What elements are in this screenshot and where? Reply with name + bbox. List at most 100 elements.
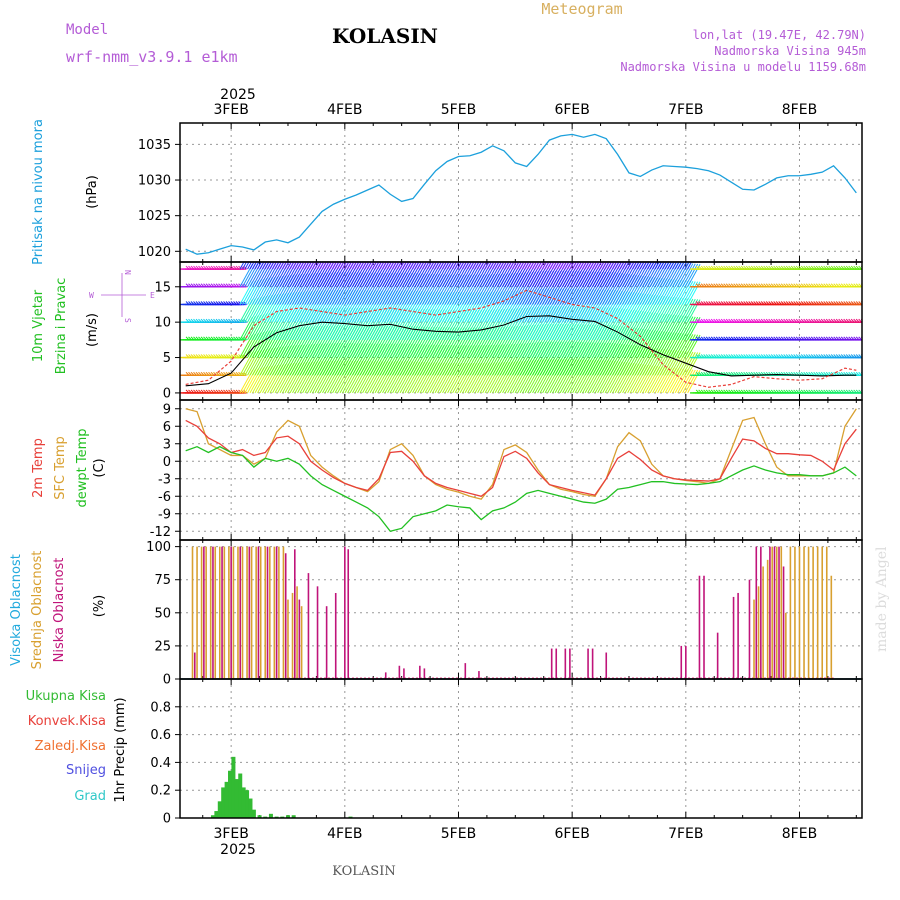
precip-unit: 1hr Precip (mm) bbox=[113, 697, 128, 802]
wind-barb bbox=[417, 262, 432, 288]
wind-barb bbox=[472, 262, 478, 270]
wind-barb bbox=[514, 262, 530, 288]
wind-barb bbox=[329, 262, 335, 270]
wind-barb bbox=[864, 301, 867, 304]
wind-barb bbox=[424, 262, 440, 288]
ytick-label: 0 bbox=[163, 455, 171, 470]
wind-barb bbox=[679, 334, 694, 358]
wind-barb bbox=[247, 262, 252, 270]
wind-barb bbox=[384, 262, 390, 270]
wind-barb bbox=[619, 262, 625, 270]
precip-bar bbox=[285, 815, 290, 818]
watermark: made by Angel bbox=[874, 546, 890, 652]
wind-barb bbox=[539, 262, 555, 288]
wind-barb bbox=[307, 262, 312, 270]
panel-frame bbox=[179, 678, 863, 819]
wind-barb bbox=[352, 262, 367, 288]
wind-barb bbox=[564, 262, 570, 270]
tsfc-line bbox=[185, 408, 857, 500]
wind-barb bbox=[612, 262, 618, 270]
wind-barb bbox=[527, 262, 542, 288]
precip-bar bbox=[238, 773, 243, 818]
wind-barb bbox=[309, 262, 325, 288]
wind-barb bbox=[322, 262, 328, 270]
wind-barb bbox=[467, 262, 473, 270]
wind-barb bbox=[449, 262, 465, 288]
wind-barb bbox=[679, 281, 694, 305]
wind-barb bbox=[562, 262, 577, 288]
wind-barb bbox=[864, 319, 867, 322]
top-year-label: 2025 bbox=[220, 87, 256, 103]
wind-barb bbox=[402, 262, 417, 288]
wind-barb bbox=[379, 262, 395, 288]
wind-barb bbox=[442, 262, 448, 270]
dewpt-line bbox=[185, 445, 857, 532]
wind-barb bbox=[584, 262, 600, 288]
wind-barb bbox=[682, 352, 696, 376]
ytick-label: -9 bbox=[158, 507, 171, 522]
cloud-mid-label: Srednja Oblacnost bbox=[30, 551, 45, 670]
wind-barb bbox=[347, 262, 362, 288]
bottom-day-label: 4FEB bbox=[327, 826, 362, 842]
wind-barb bbox=[329, 262, 345, 288]
wind-barb bbox=[297, 262, 302, 270]
ytick-label: -3 bbox=[158, 472, 171, 487]
wind-barb bbox=[457, 262, 472, 288]
wind-barb bbox=[429, 262, 435, 270]
wind-barb bbox=[279, 262, 285, 270]
wind-barb bbox=[352, 262, 358, 270]
wind-barb bbox=[677, 262, 683, 270]
wind-barb bbox=[579, 262, 595, 288]
wind-barb bbox=[277, 262, 282, 270]
wind-barb bbox=[434, 262, 440, 270]
wind-barb bbox=[257, 262, 262, 270]
wind-barb bbox=[864, 390, 867, 393]
wind-barb bbox=[866, 337, 869, 340]
panel-temperature: 9 6 3 0 -3 -6 -9 -12 bbox=[150, 399, 863, 541]
wind-barb bbox=[534, 262, 550, 288]
precip-bar bbox=[234, 779, 239, 818]
wind-barb bbox=[572, 262, 578, 270]
wind-barb bbox=[609, 262, 615, 270]
wind-barb bbox=[397, 262, 412, 288]
precip-bar bbox=[248, 798, 253, 818]
wind-barb bbox=[264, 262, 270, 270]
wind-barb bbox=[319, 262, 325, 270]
wind-barb bbox=[554, 262, 560, 270]
wind-barb bbox=[684, 316, 699, 341]
wind-barb bbox=[657, 262, 663, 270]
wind-barb bbox=[392, 262, 398, 270]
wind-barb bbox=[582, 262, 597, 288]
wind-barb bbox=[574, 262, 590, 288]
wind-barb bbox=[537, 262, 543, 270]
wind-barb bbox=[552, 262, 558, 270]
wind-barb bbox=[317, 262, 332, 288]
wind-barb bbox=[639, 262, 645, 270]
wind-barb bbox=[412, 262, 418, 270]
wind-barb bbox=[464, 262, 470, 270]
wind-barb bbox=[402, 262, 408, 270]
bottom-day-label: 3FEB bbox=[213, 826, 248, 842]
wind-barb bbox=[684, 334, 699, 358]
wind-barb bbox=[394, 262, 400, 270]
wind-barb bbox=[599, 262, 605, 270]
wind-barb bbox=[532, 262, 547, 288]
wind-barb bbox=[317, 262, 322, 270]
precip-bar bbox=[217, 801, 222, 818]
wind-barb bbox=[679, 298, 694, 323]
wind-barb bbox=[587, 262, 602, 288]
wind-barb bbox=[472, 262, 487, 288]
wind-barb bbox=[499, 262, 515, 288]
wind-barb bbox=[487, 262, 502, 288]
wind-barb bbox=[464, 262, 480, 288]
precip-bar bbox=[268, 813, 273, 818]
panel-frame bbox=[179, 539, 863, 680]
wind-barb bbox=[292, 262, 297, 270]
wind-barb bbox=[432, 262, 438, 270]
wind-barb bbox=[404, 262, 410, 270]
wind-barb bbox=[289, 262, 305, 288]
wind-barb bbox=[597, 262, 603, 270]
wind-barb bbox=[674, 262, 680, 270]
wind-barb bbox=[299, 262, 305, 270]
wind-barb bbox=[349, 262, 355, 270]
